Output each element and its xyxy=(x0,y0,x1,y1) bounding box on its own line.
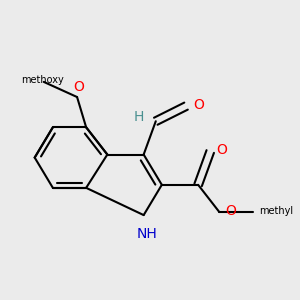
Text: O: O xyxy=(216,143,227,157)
Text: O: O xyxy=(194,98,205,112)
Text: H: H xyxy=(134,110,144,124)
Text: methoxy: methoxy xyxy=(21,75,64,85)
Text: O: O xyxy=(73,80,84,94)
Text: NH: NH xyxy=(136,227,157,241)
Text: O: O xyxy=(225,203,236,218)
Text: methyl: methyl xyxy=(259,206,293,215)
